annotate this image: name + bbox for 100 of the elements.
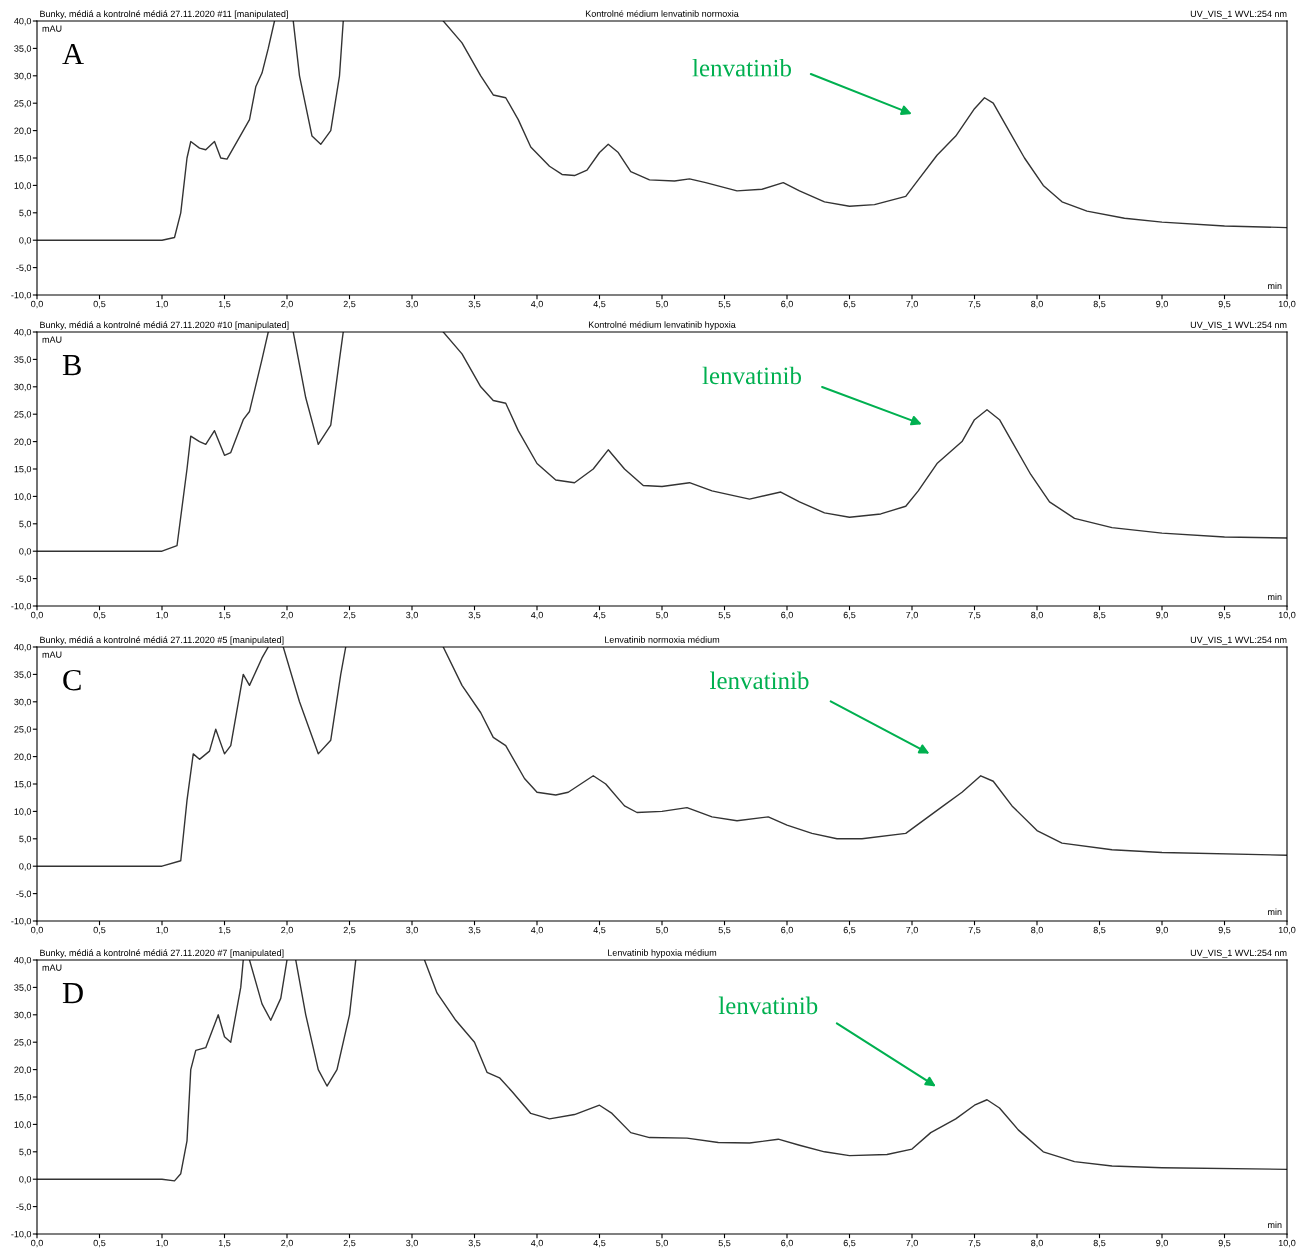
y-tick-label: -10,0 — [11, 291, 32, 300]
chart-title: Lenvatinib normoxia médium — [605, 636, 720, 643]
y-tick-label: 5,0 — [19, 520, 32, 529]
x-tick-label: 9,5 — [1218, 926, 1231, 935]
x-tick-label: 5,5 — [718, 1239, 731, 1248]
x-tick-label: 3,0 — [406, 300, 418, 309]
x-tick-label: 2,5 — [343, 1239, 356, 1248]
x-tick-label: 9,0 — [1156, 926, 1168, 935]
x-tick-label: 6,0 — [781, 611, 793, 620]
chart-title: Lenvatinib hypoxia médium — [608, 949, 717, 958]
y-tick-label: -10,0 — [11, 917, 32, 926]
x-tick-label: 8,5 — [1093, 611, 1106, 620]
x-tick-label: 5,5 — [718, 300, 731, 309]
x-tick-label: 6,5 — [843, 1239, 856, 1248]
y-tick-label: 20,0 — [14, 127, 32, 136]
y-tick-label: 15,0 — [14, 465, 32, 474]
x-tick-label: 0,0 — [31, 611, 43, 620]
y-tick-label: 0,0 — [19, 863, 32, 871]
y-tick-label: 30,0 — [14, 698, 32, 707]
y-tick-label: 0,0 — [19, 237, 32, 245]
x-tick-label: 0,0 — [31, 300, 43, 309]
annotation: D — [62, 983, 83, 1004]
x-tick-label: 10,0 — [1278, 926, 1296, 935]
x-tick-label: 5,0 — [656, 926, 668, 935]
x-tick-label: 3,0 — [406, 611, 418, 620]
y-tick-label: -5,0 — [16, 890, 32, 899]
x-tick-label: 6,0 — [781, 300, 793, 309]
chart-title: Kontrolné médium lenvatinib hypoxia — [588, 321, 736, 330]
x-tick-label: 7,5 — [968, 926, 981, 935]
x-tick-label: 5,5 — [718, 611, 731, 620]
x-tick-label: 2,0 — [281, 300, 293, 309]
text: Bunky, médiá a kontrolné médiá 27.11.2020 #7 [manipulated] — [40, 949, 284, 958]
text: UV_VIS_1 WVL:254 nm — [1190, 636, 1287, 645]
y-tick-label: 0,0 — [19, 1176, 32, 1184]
x-tick-label: 7,5 — [968, 611, 981, 620]
x-tick-label: 8,0 — [1031, 611, 1043, 620]
y-tick-label: -10,0 — [11, 1230, 32, 1239]
x-tick-label: 10,0 — [1278, 300, 1296, 309]
x-tick-label: 10,0 — [1278, 611, 1296, 620]
annotation: lenvatinib — [718, 996, 818, 1015]
x-tick-label: 3,5 — [468, 300, 481, 309]
x-tick-label: 8,0 — [1031, 1239, 1043, 1248]
x-tick-label: 4,5 — [593, 611, 606, 620]
annotation: lenvatinib — [702, 366, 802, 385]
x-tick-label: 6,5 — [843, 300, 856, 309]
y-tick-label: 25,0 — [14, 411, 32, 419]
x-tick-label: 5,0 — [656, 1239, 668, 1248]
y-tick-label: 40,0 — [14, 328, 32, 337]
x-tick-label: 8,0 — [1031, 300, 1043, 309]
x-tick-label: 0,0 — [31, 926, 43, 935]
x-tick-label: 1,5 — [218, 1239, 231, 1248]
x-tick-label: 0,5 — [93, 1239, 106, 1248]
x-tick-label: 6,0 — [781, 1239, 793, 1248]
x-tick-label: 9,0 — [1156, 300, 1168, 309]
x-axis-title: min — [1268, 593, 1282, 601]
x-tick-label: 4,5 — [593, 1239, 606, 1248]
x-tick-label: 5,0 — [656, 611, 668, 620]
y-tick-label: 25,0 — [14, 1039, 32, 1047]
y-tick-label: 30,0 — [14, 383, 32, 392]
x-tick-label: 2,0 — [281, 926, 293, 935]
text: UV_VIS_1 WVL:254 nm — [1190, 10, 1287, 19]
chart-title: Kontrolné médium lenvatinib normoxia — [585, 10, 739, 17]
text: Bunky, médiá a kontrolné médiá 27.11.2020 #11 [manipulated] — [40, 10, 288, 19]
x-tick-label: 2,5 — [343, 300, 356, 309]
x-tick-label: 6,0 — [781, 926, 793, 935]
x-tick-label: 10,0 — [1278, 1239, 1296, 1248]
x-tick-label: 7,0 — [906, 300, 918, 309]
text: UV_VIS_1 WVL:254 nm — [1190, 949, 1287, 958]
x-tick-label: 5,5 — [718, 926, 731, 935]
x-tick-label: 1,0 — [156, 611, 168, 620]
y-tick-label: 25,0 — [14, 100, 32, 108]
x-tick-label: 4,5 — [593, 926, 606, 935]
y-tick-label: 10,0 — [14, 182, 32, 190]
x-tick-label: 2,0 — [281, 611, 293, 620]
x-tick-label: 4,0 — [530, 611, 543, 620]
x-tick-label: 2,5 — [343, 611, 356, 620]
x-tick-label: 9,5 — [1218, 300, 1231, 309]
x-tick-label: 3,0 — [406, 926, 418, 935]
x-tick-label: 9,0 — [1156, 611, 1168, 620]
y-tick-label: 20,0 — [14, 753, 32, 762]
y-tick-label: 40,0 — [14, 956, 32, 965]
x-tick-label: 1,0 — [156, 926, 168, 935]
x-tick-label: 0,5 — [93, 611, 106, 620]
x-tick-label: 3,5 — [468, 926, 481, 935]
x-tick-label: 0,0 — [31, 1239, 43, 1248]
x-tick-label: 0,5 — [93, 300, 106, 309]
y-axis-title: mAU — [42, 651, 62, 658]
x-axis-title: min — [1268, 908, 1282, 916]
x-tick-label: 1,0 — [156, 300, 168, 309]
x-axis-title: min — [1268, 1221, 1282, 1229]
x-tick-label: 1,5 — [218, 300, 231, 309]
annotation: lenvatinib — [710, 671, 809, 690]
x-tick-label: 7,5 — [968, 1239, 981, 1248]
x-tick-label: 9,5 — [1218, 611, 1231, 620]
y-axis-title: mAU — [42, 336, 62, 343]
annotation: C — [63, 669, 81, 691]
x-tick-label: 6,5 — [843, 611, 856, 620]
x-tick-label: 0,5 — [93, 926, 106, 935]
y-tick-label: 35,0 — [14, 45, 32, 53]
x-tick-label: 2,0 — [281, 1239, 293, 1248]
